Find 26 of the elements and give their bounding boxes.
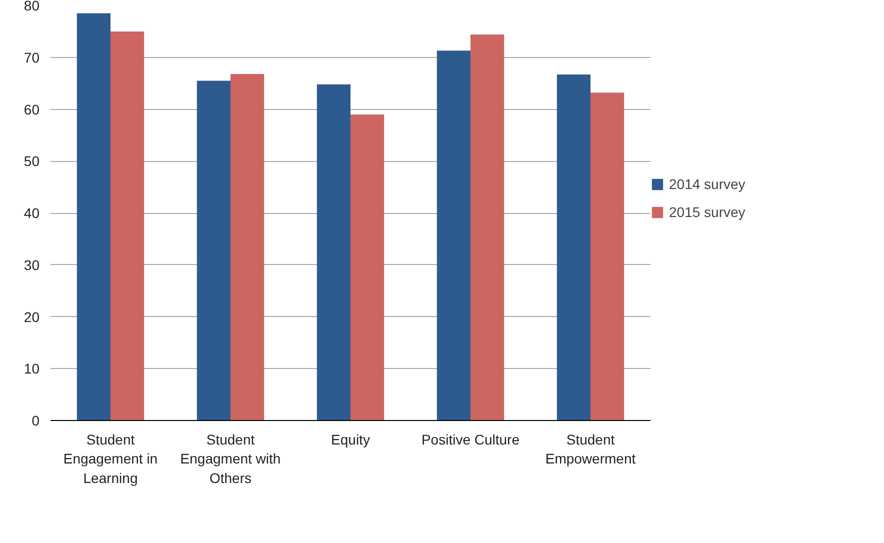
bar (230, 74, 264, 420)
bar (590, 92, 624, 420)
y-tick-label: 20 (24, 308, 40, 325)
x-tick-label: Student Engagment with Others (180, 432, 281, 486)
bar (76, 13, 110, 420)
bar (110, 31, 144, 420)
x-tick-label: Student Empowerment (545, 432, 636, 467)
bar (196, 80, 230, 420)
bar (436, 50, 470, 420)
bar (350, 114, 384, 420)
bar (316, 84, 350, 420)
bar (470, 34, 504, 420)
y-tick-label: 80 (24, 0, 40, 14)
y-tick-label: 0 (32, 412, 40, 428)
y-tick-label: 10 (24, 360, 40, 377)
y-tick-label: 70 (24, 49, 40, 66)
x-tick-label: Equity (331, 432, 370, 448)
x-tick-label: Student Engagement in Learning (63, 432, 158, 486)
y-tick-label: 50 (24, 153, 40, 170)
y-tick-label: 60 (24, 101, 40, 118)
bar (556, 74, 590, 420)
x-tick-label: Positive Culture (421, 432, 520, 448)
y-tick-label: 40 (24, 205, 40, 221)
legend-label: 2014 survey (669, 176, 746, 192)
y-tick-label: 30 (24, 256, 40, 273)
legend-label: 2015 survey (669, 204, 746, 220)
